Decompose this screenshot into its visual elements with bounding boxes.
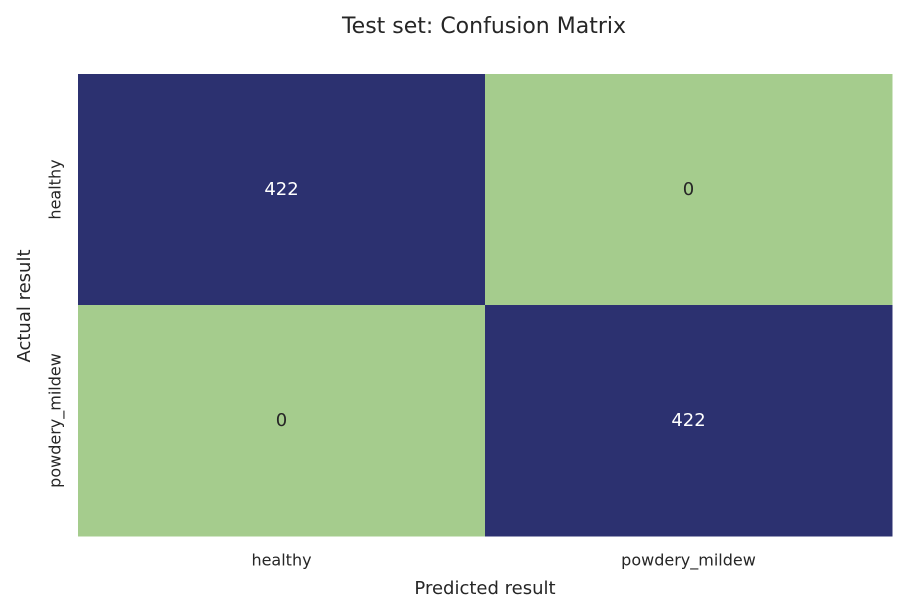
x-tick-label: powdery_mildew xyxy=(621,551,756,571)
y-tick-labels: healthy powdery_mildew xyxy=(46,159,66,487)
chart-title: Test set: Confusion Matrix xyxy=(341,14,626,39)
x-axis-label: Predicted result xyxy=(414,578,555,599)
x-tick-label: healthy xyxy=(251,551,311,570)
heatmap-cell xyxy=(78,305,486,537)
y-axis-label: Actual result xyxy=(14,249,35,362)
x-tick-labels: healthy powdery_mildew xyxy=(251,551,755,571)
cell-value-label: 0 xyxy=(683,179,694,200)
cell-value-label: 0 xyxy=(276,410,287,431)
cell-value-label: 422 xyxy=(671,410,705,431)
heatmap-cell xyxy=(485,74,893,306)
y-tick-label: healthy xyxy=(46,159,65,219)
heatmap-cell xyxy=(485,305,893,537)
heatmap-cell xyxy=(78,74,486,306)
cell-value-label: 422 xyxy=(264,179,298,200)
heatmap-cells: 422 0 0 422 xyxy=(78,74,893,537)
y-tick-label: powdery_mildew xyxy=(46,353,66,488)
